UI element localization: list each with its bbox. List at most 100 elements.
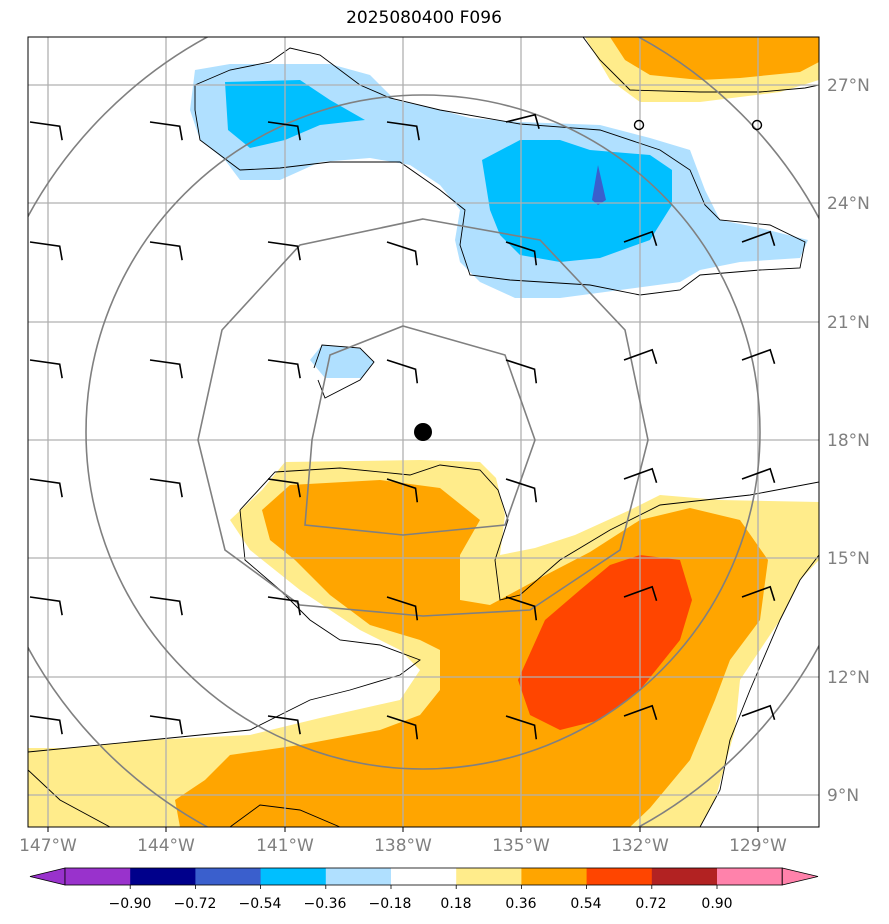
wind-barb xyxy=(741,348,776,364)
wind-barb xyxy=(741,585,776,601)
colorbar-extend-high xyxy=(781,867,819,886)
lon-label: 141°W xyxy=(256,836,314,856)
lon-label: 138°W xyxy=(374,836,432,856)
calm-wind-circle xyxy=(751,119,763,131)
colorbar-extend-low xyxy=(29,867,66,886)
wind-barb xyxy=(29,121,63,141)
wind-barb xyxy=(623,467,658,483)
lon-ticks xyxy=(47,827,759,832)
lon-label: 132°W xyxy=(611,836,669,856)
wind-barb xyxy=(386,596,419,621)
wind-barb xyxy=(29,241,63,261)
colorbar xyxy=(29,867,819,889)
wind-barbs xyxy=(29,113,776,740)
orange-region-northeast xyxy=(610,37,819,80)
colorbar-tick-label: −0.90 xyxy=(109,896,152,912)
lon-label: 144°W xyxy=(137,836,195,856)
wind-barb xyxy=(505,596,538,621)
lon-label: 129°W xyxy=(729,836,787,856)
colorbar-segment xyxy=(195,868,262,885)
colorbar-tick-label: 0.72 xyxy=(635,896,666,912)
wind-barb xyxy=(149,121,183,141)
wind-barb xyxy=(386,715,419,740)
wind-barb xyxy=(149,241,183,261)
lat-label: 15°N xyxy=(827,549,870,569)
colorbar-segment xyxy=(717,868,783,885)
wind-barb xyxy=(623,585,658,601)
wind-barb xyxy=(29,596,63,616)
colorbar-tick-label: −0.54 xyxy=(239,896,282,912)
wind-barb xyxy=(505,359,538,384)
colorbar-segment xyxy=(325,868,392,885)
wind-barb xyxy=(267,715,301,735)
colorbar-tick-label: 0.36 xyxy=(505,896,536,912)
colorbar-segment xyxy=(651,868,718,885)
colorbar-tick-label: 0.18 xyxy=(440,896,471,912)
wind-barb xyxy=(29,359,63,379)
wind-barb xyxy=(267,359,301,379)
wind-barb xyxy=(29,478,63,498)
wind-barb xyxy=(267,121,301,141)
lat-label: 21°N xyxy=(827,313,870,333)
lat-label: 9°N xyxy=(827,786,859,806)
wind-barb xyxy=(386,121,420,141)
colorbar-border xyxy=(64,867,783,886)
colorbar-segment xyxy=(130,868,196,885)
colorbar-tick-label: −0.72 xyxy=(174,896,217,912)
colorbar-segment xyxy=(586,868,653,885)
blue-region-northeast xyxy=(482,140,672,262)
colorbar-tick-label: 0.90 xyxy=(701,896,732,912)
wind-barb xyxy=(741,230,776,246)
lat-label: 18°N xyxy=(827,431,870,451)
wind-barb xyxy=(267,241,301,261)
wind-barb xyxy=(386,478,419,503)
colorbar-labels: −0.90 −0.72 −0.54 −0.36 −0.18 0.18 0.36 … xyxy=(109,896,733,912)
range-ring-2 xyxy=(197,218,649,617)
wind-barb xyxy=(623,230,658,246)
deep-blue-spike xyxy=(592,165,606,205)
colorbar-tick-label: −0.36 xyxy=(304,896,347,912)
wind-barb xyxy=(29,715,63,735)
lon-label: 147°W xyxy=(19,836,77,856)
range-rings xyxy=(28,37,819,827)
colorbar-segment xyxy=(456,868,522,885)
light-blue-region-small xyxy=(310,345,374,378)
wind-barb xyxy=(623,704,658,720)
wind-barb xyxy=(267,478,301,498)
wind-barb xyxy=(267,596,301,616)
wind-barb xyxy=(505,113,540,129)
calm-wind-circle xyxy=(633,119,645,131)
wind-barb xyxy=(623,348,658,364)
lat-label: 24°N xyxy=(827,194,870,214)
storm-center-marker xyxy=(414,423,432,441)
range-ring-1 xyxy=(304,325,536,536)
colorbar-tick-label: 0.54 xyxy=(570,896,601,912)
range-ring-3 xyxy=(85,94,761,770)
colorbar-segment xyxy=(391,868,457,885)
lat-label: 27°N xyxy=(827,76,870,96)
map-layer xyxy=(28,37,819,827)
wind-barb xyxy=(149,596,183,616)
wind-barb xyxy=(741,467,776,483)
map-frame xyxy=(27,36,820,828)
red-region-southeast xyxy=(518,555,692,730)
wind-barb xyxy=(505,478,538,503)
wind-barb xyxy=(505,241,538,266)
blue-region-northwest xyxy=(225,80,365,148)
wind-barb xyxy=(386,241,419,266)
colorbar-tick-label: −0.18 xyxy=(369,896,412,912)
lat-label: 12°N xyxy=(827,668,870,688)
wind-barb xyxy=(741,704,776,720)
wind-barb xyxy=(386,359,419,384)
colorbar-segment xyxy=(521,868,588,885)
wind-barb xyxy=(149,715,183,735)
plot-title: 2025080400 F096 xyxy=(346,8,502,28)
colorbar-segment xyxy=(65,868,131,885)
lon-label: 135°W xyxy=(492,836,550,856)
gridlines xyxy=(28,37,819,827)
wind-barb xyxy=(149,478,183,498)
colorbar-segment xyxy=(260,868,327,885)
wind-barb xyxy=(505,715,538,740)
wind-barb xyxy=(149,359,183,379)
